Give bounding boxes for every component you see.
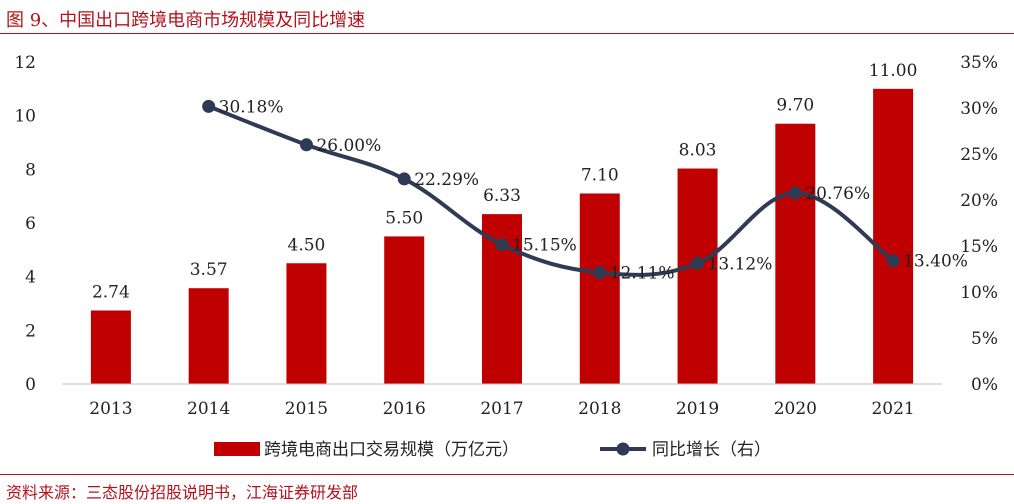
bar-value-label: 9.70 [776,96,814,116]
growth-point [495,238,509,252]
legend-line-marker [616,442,630,456]
y-left-tick-label: 6 [25,214,36,234]
x-tick-label: 2019 [676,399,719,419]
y-left-tick-label: 8 [25,160,36,180]
x-tick-label: 2017 [480,399,523,419]
source-note: 资料来源：三态股份招股说明书，江海证券研发部 [6,483,359,502]
growth-point [788,186,802,200]
legend-bar-swatch [214,442,260,456]
x-tick-label: 2016 [383,399,426,419]
growth-value-label: 20.76% [805,184,870,204]
x-tick-label: 2013 [89,399,132,419]
growth-value-label: 15.15% [512,236,577,256]
bar [384,236,425,384]
y-right-tick-label: 15% [960,237,998,257]
x-tick-label: 2015 [285,399,328,419]
bar-value-label: 4.50 [288,235,326,255]
bar [188,288,229,384]
y-left-tick-label: 0 [25,375,36,395]
bar-value-label: 11.00 [869,61,918,81]
bar [873,88,914,384]
bar [775,123,816,384]
y-left-tick-label: 12 [14,53,36,73]
x-tick-label: 2014 [187,399,230,419]
bar [90,310,131,384]
bar [286,263,327,384]
growth-value-label: 13.12% [708,254,773,274]
y-right-tick-label: 30% [960,99,998,119]
y-right-tick-label: 5% [971,329,998,349]
source-divider [0,474,1014,475]
y-left-tick-label: 4 [25,268,36,288]
bar-value-label: 7.10 [581,165,619,185]
growth-value-label: 30.18% [219,97,284,117]
growth-point [593,266,607,280]
bar-value-label: 5.50 [385,208,423,228]
legend-bar-label: 跨境电商出口交易规模（万亿元） [264,440,519,460]
growth-point [202,99,216,113]
title-divider [0,33,1014,34]
y-left-tick-label: 10 [14,107,36,127]
growth-point [397,172,411,186]
y-right-tick-label: 25% [960,145,998,165]
x-tick-label: 2018 [578,399,621,419]
growth-point [886,254,900,268]
x-tick-label: 2021 [871,399,914,419]
y-right-tick-label: 10% [960,283,998,303]
growth-point [299,138,313,152]
y-right-tick-label: 20% [960,191,998,211]
growth-value-label: 22.29% [414,170,479,190]
bar-value-label: 2.74 [92,282,130,302]
y-left-tick-label: 2 [25,321,36,341]
growth-value-label: 12.11% [610,264,675,284]
bar-value-label: 6.33 [483,186,521,206]
growth-value-label: 13.40% [903,252,968,272]
y-right-tick-label: 0% [971,375,998,395]
bar [579,193,620,384]
y-right-tick-label: 35% [960,53,998,73]
growth-point [691,256,705,270]
x-tick-label: 2020 [774,399,817,419]
bar [677,168,718,384]
bar-value-label: 3.57 [190,260,228,280]
legend-line-label: 同比增长（右） [652,440,771,460]
figure-title: 图 9、中国出口跨境电商市场规模及同比增速 [6,10,366,31]
bar-value-label: 8.03 [679,141,717,161]
growth-value-label: 26.00% [316,136,381,156]
chart: 0 2 4 6 8 10 12 0% 5% 10% 15% 20% 25% 30% 35% 2.74 3.57 4… [14,53,998,460]
